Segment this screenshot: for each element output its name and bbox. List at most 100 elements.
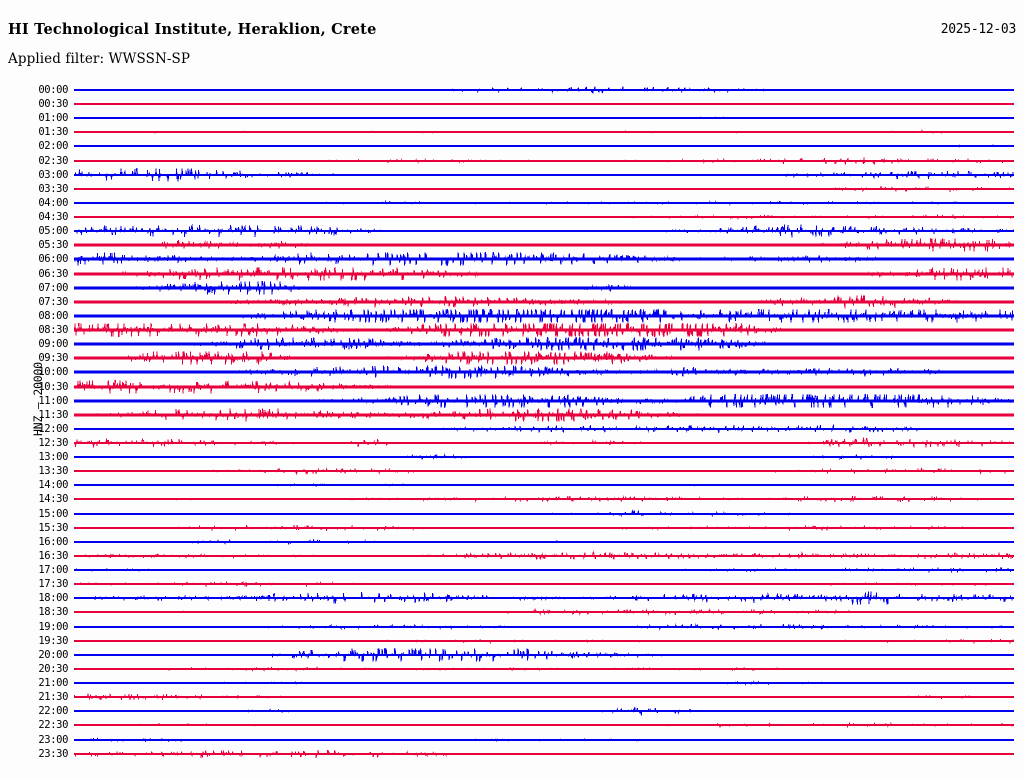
- trace-waveform: [74, 647, 1014, 662]
- time-axis-label: 06:00: [38, 253, 68, 266]
- trace-waveform: [74, 144, 1014, 149]
- trace-row: 12:30: [0, 436, 1024, 450]
- time-axis-label: 17:30: [38, 578, 68, 591]
- trace-row: 05:30: [0, 238, 1024, 252]
- time-axis-label: 14:30: [38, 493, 68, 506]
- time-axis-label: 09:30: [38, 352, 68, 365]
- trace-waveform: [74, 580, 1014, 588]
- seismic-trace: [74, 351, 1014, 365]
- time-axis-label: 19:30: [38, 634, 68, 647]
- seismic-trace: [74, 665, 1014, 672]
- trace-row: 09:00: [0, 337, 1024, 351]
- time-axis-label: 16:30: [38, 549, 68, 562]
- applied-filter-label: Applied filter: WWSSN-SP: [8, 51, 191, 67]
- trace-waveform: [74, 185, 1014, 192]
- trace-row: 16:30: [0, 549, 1024, 563]
- seismic-trace: [74, 102, 1014, 106]
- time-axis-label: 18:00: [38, 592, 68, 605]
- time-axis-label: 20:00: [38, 648, 68, 661]
- seismic-trace: [74, 116, 1014, 120]
- seismic-trace: [74, 580, 1014, 588]
- seismic-trace: [74, 622, 1014, 631]
- seismic-trace: [74, 86, 1014, 94]
- trace-row: 01:00: [0, 111, 1024, 125]
- seismic-trace: [74, 379, 1014, 394]
- trace-waveform: [74, 436, 1014, 448]
- trace-waveform: [74, 566, 1014, 574]
- trace-row: 18:00: [0, 591, 1024, 606]
- time-axis-label: 04:00: [38, 196, 68, 209]
- time-axis-label: 15:00: [38, 507, 68, 520]
- seismic-trace: [74, 156, 1014, 165]
- seismic-trace: [74, 749, 1014, 758]
- seismic-trace: [74, 323, 1014, 338]
- trace-row: 00:30: [0, 97, 1024, 111]
- time-axis-label: 03:00: [38, 168, 68, 181]
- trace-waveform: [74, 280, 1014, 295]
- trace-row: 06:30: [0, 266, 1024, 281]
- trace-waveform: [74, 156, 1014, 165]
- trace-waveform: [74, 693, 1014, 701]
- time-axis-label: 23:30: [38, 747, 68, 760]
- seismic-trace: [74, 550, 1014, 561]
- seismic-trace: [74, 295, 1014, 309]
- trace-waveform: [74, 622, 1014, 631]
- time-axis-label: 08:30: [38, 324, 68, 337]
- trace-waveform: [74, 608, 1014, 617]
- trace-waveform: [74, 591, 1014, 606]
- trace-row: 11:00: [0, 393, 1024, 408]
- trace-row: 01:30: [0, 125, 1024, 139]
- trace-waveform: [74, 736, 1014, 743]
- trace-row: 10:30: [0, 379, 1024, 394]
- trace-waveform: [74, 707, 1014, 717]
- seismic-trace: [74, 365, 1014, 380]
- trace-row: 18:30: [0, 605, 1024, 619]
- trace-waveform: [74, 749, 1014, 758]
- trace-row: 11:30: [0, 408, 1024, 422]
- trace-waveform: [74, 323, 1014, 338]
- time-axis-label: 12:30: [38, 437, 68, 449]
- time-axis-label: 11:00: [38, 394, 68, 407]
- trace-row: 05:00: [0, 224, 1024, 238]
- trace-row: 15:30: [0, 521, 1024, 535]
- trace-waveform: [74, 453, 1014, 461]
- trace-waveform: [74, 337, 1014, 351]
- trace-row: 12:00: [0, 422, 1024, 436]
- time-axis-label: 16:00: [38, 535, 68, 548]
- trace-row: 17:30: [0, 577, 1024, 591]
- trace-row: 00:00: [0, 83, 1024, 97]
- seismic-trace: [74, 508, 1014, 517]
- time-axis-label: 21:30: [38, 691, 68, 704]
- trace-row: 10:00: [0, 365, 1024, 380]
- trace-waveform: [74, 199, 1014, 206]
- trace-row: 19:00: [0, 620, 1024, 634]
- seismic-trace: [74, 591, 1014, 606]
- seismic-trace: [74, 144, 1014, 149]
- trace-row: 22:30: [0, 718, 1024, 732]
- trace-waveform: [74, 393, 1014, 408]
- seismic-trace: [74, 129, 1014, 135]
- trace-waveform: [74, 86, 1014, 94]
- trace-row: 23:00: [0, 733, 1024, 747]
- trace-waveform: [74, 721, 1014, 729]
- trace-row: 13:00: [0, 450, 1024, 464]
- seismic-trace: [74, 308, 1014, 323]
- time-axis-label: 19:00: [38, 620, 68, 633]
- trace-row: 08:30: [0, 323, 1024, 338]
- trace-waveform: [74, 238, 1014, 252]
- trace-row: 04:00: [0, 196, 1024, 210]
- trace-waveform: [74, 295, 1014, 309]
- trace-waveform: [74, 508, 1014, 517]
- trace-waveform: [74, 483, 1014, 488]
- trace-row: 15:00: [0, 507, 1024, 521]
- trace-waveform: [74, 102, 1014, 106]
- time-axis-label: 10:00: [38, 366, 68, 379]
- trace-waveform: [74, 538, 1014, 545]
- seismic-trace: [74, 721, 1014, 729]
- trace-waveform: [74, 224, 1014, 238]
- trace-waveform: [74, 213, 1014, 221]
- trace-waveform: [74, 550, 1014, 561]
- seismic-trace: [74, 467, 1014, 476]
- seismic-trace: [74, 337, 1014, 351]
- seismic-trace: [74, 693, 1014, 701]
